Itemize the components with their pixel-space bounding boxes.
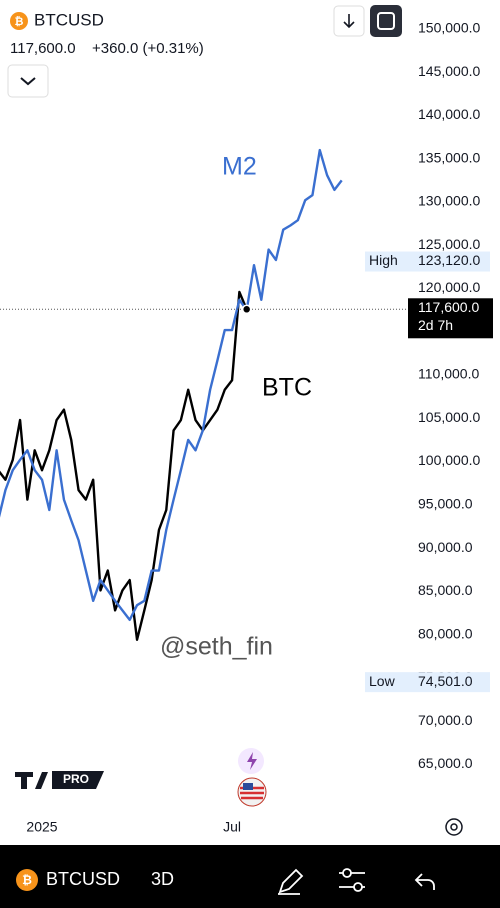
last-dot [241, 304, 252, 315]
btc-icon [16, 869, 38, 891]
indicators-knob [353, 882, 363, 892]
price-box [408, 298, 493, 339]
y-tick-label: 120,000.0 [418, 279, 480, 295]
btc-glyph: ₿ [15, 16, 24, 28]
indicators-knob [342, 868, 352, 878]
toolbar-interval[interactable]: 3D [151, 869, 174, 889]
fullscreen-icon [377, 12, 395, 30]
y-tick-label: 145,000.0 [418, 63, 480, 79]
y-tick-label: 130,000.0 [418, 193, 480, 209]
y-tick-label: 85,000.0 [418, 582, 473, 598]
x-tick-label: 2025 [26, 819, 57, 835]
watermark: @seth_fin [160, 633, 273, 661]
toolbar-symbol[interactable]: BTCUSD [46, 869, 120, 889]
draw-icon[interactable] [278, 868, 304, 895]
plot-bg [0, 0, 410, 805]
y-tick-label: 100,000.0 [418, 452, 480, 468]
y-tick-label: 80,000.0 [418, 625, 473, 641]
settings-icon[interactable] [445, 818, 463, 836]
high-box [365, 251, 490, 272]
symbol: BTCUSD [34, 10, 104, 29]
tv-logo [15, 772, 48, 789]
y-tick-label: 110,000.0 [418, 366, 479, 382]
undo-icon[interactable] [414, 873, 435, 890]
btc-icon [10, 12, 28, 30]
collapse-button[interactable] [7, 64, 49, 98]
bolt [247, 752, 257, 770]
pro-text: PRO [63, 772, 89, 786]
low-name: Low [369, 673, 396, 689]
down-arrow [343, 14, 355, 29]
fullscreen-button[interactable] [370, 5, 402, 37]
series-line [0, 290, 248, 641]
last-price: 117,600.0 [10, 40, 76, 57]
toolbar [0, 845, 500, 908]
plot-area: 65,000.070,000.075,000.080,000.085,000.0… [0, 0, 493, 835]
change: +360.0 (+0.31%) [92, 40, 204, 57]
pro-badge [52, 771, 104, 789]
y-tick-label: 70,000.0 [418, 712, 473, 728]
price-label: 117,600.0 [418, 299, 479, 315]
low-box [365, 672, 490, 693]
y-tick-label: 135,000.0 [418, 149, 480, 165]
low-label: 74,501.0 [418, 673, 473, 689]
settings-dot [450, 823, 458, 831]
series-label: M2 [222, 153, 257, 181]
y-tick-label: 95,000.0 [418, 496, 473, 512]
chevron [20, 77, 36, 86]
series-line [0, 148, 343, 622]
high-name: High [369, 252, 398, 268]
y-tick-label: 150,000.0 [418, 20, 480, 36]
y-tick-label: 65,000.0 [418, 755, 473, 771]
y-tick-label: 105,000.0 [418, 409, 480, 425]
high-label: 123,120.0 [418, 252, 480, 268]
flag-canton [243, 783, 253, 790]
countdown: 2d 7h [418, 317, 453, 333]
y-tick-label: 90,000.0 [418, 539, 473, 555]
y-tick-label: 140,000.0 [418, 106, 480, 122]
btc-glyph: ₿ [22, 873, 32, 887]
x-tick-label: Jul [223, 819, 241, 835]
series-label: BTC [262, 374, 312, 402]
y-tick-label: 125,000.0 [418, 236, 480, 252]
